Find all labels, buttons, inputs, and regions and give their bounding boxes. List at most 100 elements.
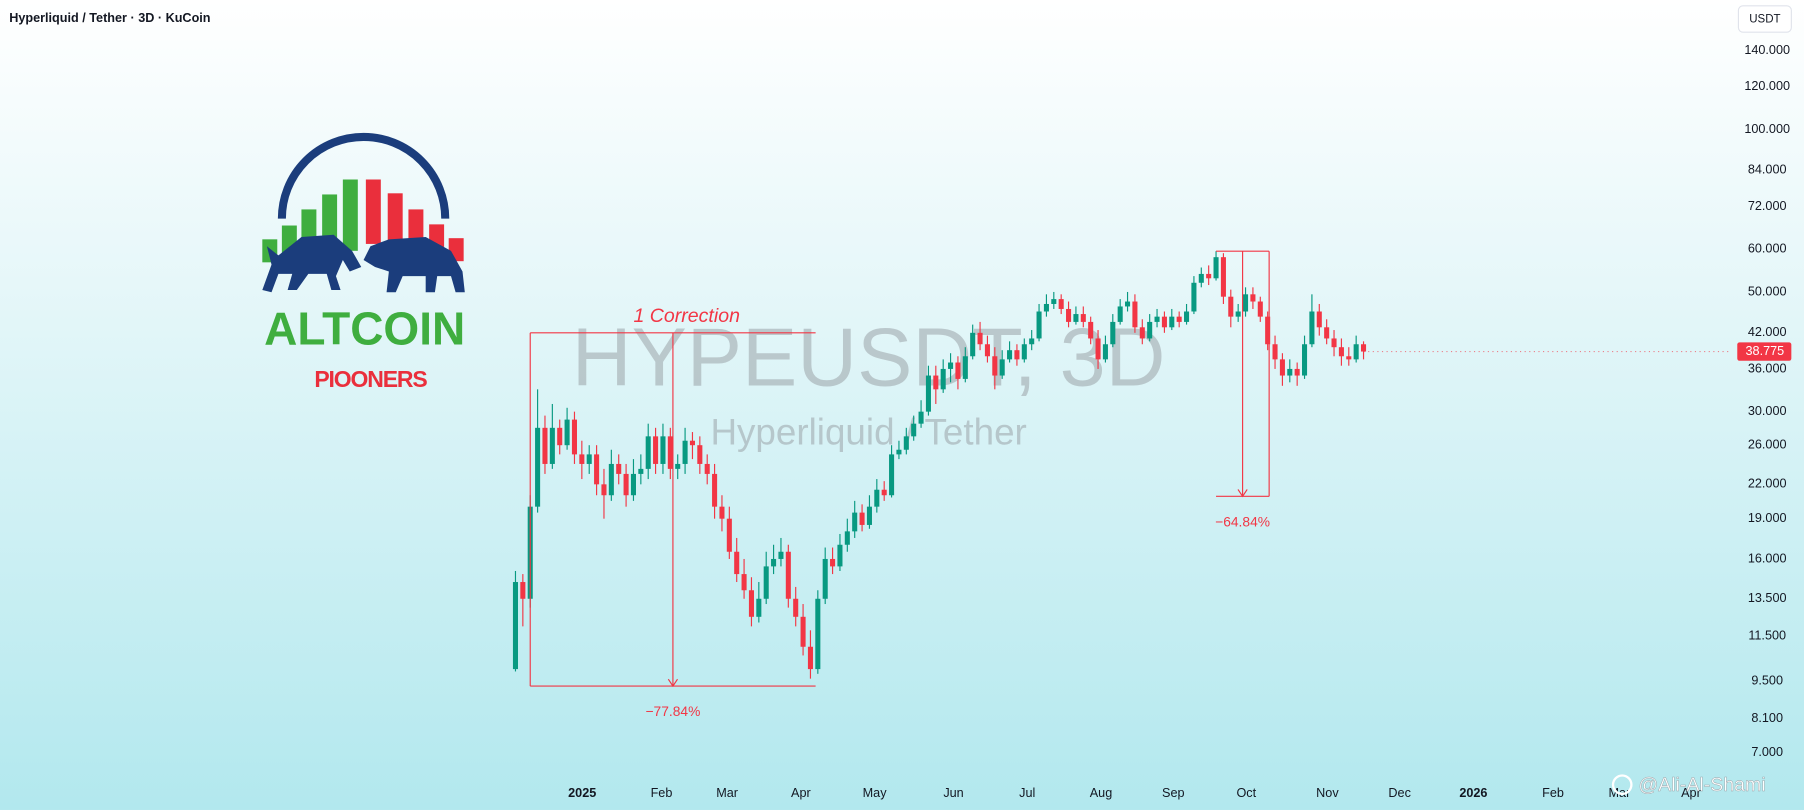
- candle-body: [785, 551, 791, 599]
- candle-body: [1228, 296, 1234, 317]
- candle-body: [1176, 316, 1182, 322]
- candle-body: [1287, 368, 1293, 376]
- candle-body: [1014, 350, 1020, 360]
- x-tick-label: Feb: [1542, 786, 1564, 800]
- candle-body: [1265, 316, 1271, 345]
- candle-body: [925, 375, 931, 412]
- y-tick-label: 7.000: [1751, 745, 1783, 759]
- candle-body: [608, 463, 614, 496]
- candle-body: [830, 558, 836, 567]
- candle-body: [896, 449, 902, 455]
- candle-body: [741, 574, 747, 591]
- logo-bear: [363, 237, 465, 293]
- candle-body: [1331, 338, 1337, 348]
- candle-body: [689, 440, 695, 446]
- credit: @Ali-Al-Shami: [1611, 774, 1766, 796]
- candle-body: [1007, 350, 1013, 360]
- x-tick-label: Oct: [1236, 786, 1256, 800]
- candle-body: [601, 484, 607, 496]
- plot-area: 140.000 120.000 100.000 84.000 72.000 60.000 5…: [512, 43, 1792, 800]
- candle-body: [1102, 344, 1108, 360]
- candle-body: [748, 590, 754, 617]
- last-price-box: [1737, 342, 1792, 361]
- x-tick-label: Feb: [651, 786, 673, 800]
- candle-body: [1036, 311, 1042, 339]
- candle-body: [1213, 257, 1219, 279]
- candle-body: [1191, 282, 1197, 312]
- candle-body: [1117, 306, 1123, 322]
- measure-label: −77.84%: [645, 704, 700, 719]
- chart-title: Hyperliquid / Tether · 3D · KuCoin: [9, 11, 210, 25]
- candle-body: [542, 427, 548, 464]
- candle-body: [984, 344, 990, 357]
- y-tick-label: 84.000: [1748, 163, 1787, 177]
- x-tick-label: Aug: [1090, 786, 1113, 800]
- candle-body: [512, 582, 519, 670]
- candle-body: [594, 454, 600, 485]
- candle-body: [756, 598, 762, 617]
- symbol-watermark: HYPEUSDT, 3D: [572, 310, 1166, 403]
- last-price-label: 38.775: [1746, 344, 1785, 358]
- credit-text: @Ali-Al-Shami: [1638, 774, 1765, 796]
- candle-body: [1066, 308, 1072, 322]
- candle-body: [1043, 303, 1049, 312]
- logo-bull: [262, 234, 362, 293]
- candle-body: [911, 423, 917, 437]
- candle-body: [1250, 294, 1256, 302]
- candle-body: [918, 411, 924, 424]
- candle-body: [1294, 368, 1300, 376]
- y-tick-label: 42.000: [1748, 325, 1787, 339]
- candle-body: [778, 551, 784, 559]
- candle-body: [999, 359, 1005, 376]
- candle-body: [933, 375, 939, 390]
- candle-body: [1080, 314, 1086, 322]
- candle-body: [793, 598, 799, 617]
- candle-body: [1021, 344, 1027, 360]
- candle-body: [1346, 356, 1352, 360]
- candle-body: [1051, 299, 1057, 304]
- candle-body: [1073, 314, 1079, 322]
- candle-body: [1316, 311, 1322, 328]
- y-tick-label: 13.500: [1748, 591, 1787, 605]
- candle-body: [571, 419, 577, 455]
- x-tick-label: Sep: [1162, 786, 1185, 800]
- x-tick-label: 2026: [1459, 786, 1487, 800]
- candle-body: [586, 454, 592, 464]
- candle-body: [1132, 301, 1138, 328]
- y-tick-label: 19.000: [1748, 511, 1787, 525]
- candle-body: [866, 506, 872, 525]
- candle-body: [557, 427, 563, 446]
- candle-body: [1058, 299, 1064, 309]
- candle-body: [1361, 344, 1367, 352]
- candle-body: [719, 506, 725, 519]
- candle-body: [815, 598, 821, 670]
- currency-label[interactable]: USDT: [1749, 14, 1780, 26]
- candle-body: [726, 518, 732, 552]
- candle-body: [800, 616, 806, 647]
- candle-body: [1324, 327, 1330, 339]
- candle-body: [844, 531, 850, 545]
- measure-arrowhead: [667, 678, 678, 688]
- candle-body: [564, 419, 570, 446]
- candle-body: [675, 463, 681, 469]
- candle-body: [1235, 311, 1241, 317]
- candle-body: [1169, 316, 1175, 328]
- x-tick-label: May: [863, 786, 888, 800]
- currency-button[interactable]: [1737, 5, 1792, 33]
- candle-body: [579, 454, 585, 464]
- candle-body: [1198, 273, 1204, 283]
- candle-body: [667, 436, 673, 469]
- candle-body: [630, 473, 636, 496]
- y-tick-label: 50.000: [1748, 284, 1787, 298]
- candle-body: [881, 489, 887, 496]
- measure-arrowhead: [1237, 489, 1248, 498]
- candle-body: [520, 582, 526, 599]
- candle-body: [962, 356, 968, 379]
- logo: ALTCOIN PIOONERS: [262, 132, 465, 392]
- candle-body: [807, 646, 813, 670]
- description-watermark: Hyperliquid / Tether: [710, 412, 1026, 453]
- y-tick-label: 26.000: [1748, 438, 1787, 452]
- candle-body: [1139, 327, 1145, 339]
- candle-body: [697, 445, 703, 464]
